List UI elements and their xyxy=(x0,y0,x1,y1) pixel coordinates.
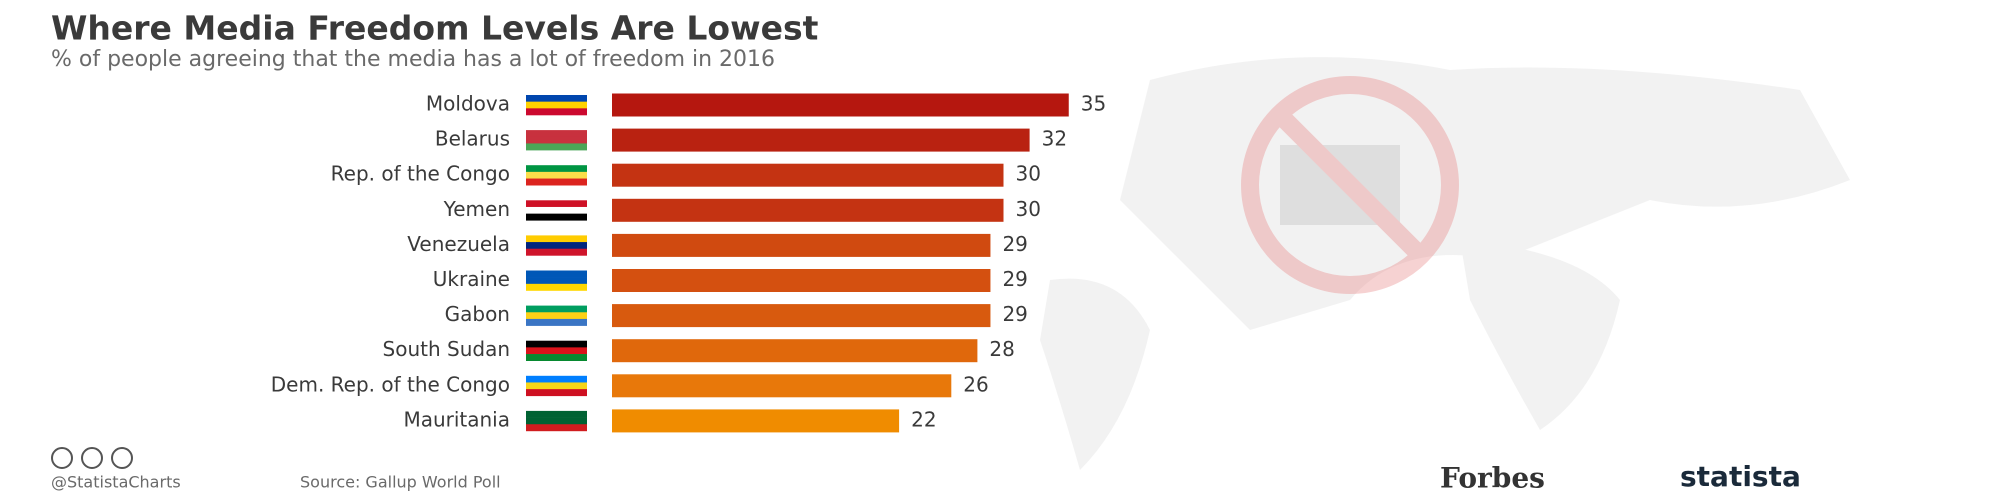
bar xyxy=(612,233,991,257)
category-label: Rep. of the Congo xyxy=(331,162,510,186)
value-label: 22 xyxy=(911,407,936,431)
flag xyxy=(526,213,587,221)
category-label: Yemen xyxy=(443,197,510,221)
flag xyxy=(526,200,587,208)
bar xyxy=(612,409,900,433)
flag xyxy=(526,417,587,425)
flag xyxy=(526,347,587,355)
value-label: 28 xyxy=(989,337,1014,361)
chart-subtitle: % of people agreeing that the media has … xyxy=(51,47,775,72)
flag xyxy=(526,283,587,291)
statista-logo: statista xyxy=(1680,460,1801,493)
flag xyxy=(526,305,587,313)
credit: @StatistaCharts xyxy=(51,473,181,492)
value-label: 32 xyxy=(1042,127,1067,151)
bar xyxy=(612,163,1004,187)
value-label: 29 xyxy=(1002,232,1027,256)
bar xyxy=(612,198,1004,222)
no-media-icon xyxy=(1241,76,1459,294)
bar xyxy=(612,304,991,328)
flag xyxy=(526,375,587,383)
category-label: Venezuela xyxy=(407,232,510,256)
bar xyxy=(612,128,1030,152)
flag xyxy=(526,143,587,151)
flag xyxy=(526,277,587,285)
value-label: 30 xyxy=(1016,162,1041,186)
source: Source: Gallup World Poll xyxy=(300,473,501,492)
flag xyxy=(526,235,587,243)
flag xyxy=(526,242,587,250)
bar xyxy=(612,374,952,398)
category-label: Gabon xyxy=(445,302,510,326)
flag xyxy=(526,130,587,138)
flag xyxy=(526,136,587,144)
flag xyxy=(526,340,587,348)
flag xyxy=(526,312,587,320)
category-label: Moldova xyxy=(426,92,510,116)
flag xyxy=(526,318,587,326)
bar xyxy=(612,339,978,363)
forbes-logo: Forbes xyxy=(1440,462,1545,495)
background-map xyxy=(1040,57,1850,470)
value-label: 30 xyxy=(1016,197,1041,221)
flag xyxy=(526,108,587,116)
flag xyxy=(526,424,587,432)
value-label: 29 xyxy=(1002,267,1027,291)
flag xyxy=(526,178,587,186)
value-label: 26 xyxy=(963,372,988,396)
category-label: Dem. Rep. of the Congo xyxy=(271,372,510,396)
flag xyxy=(526,270,587,278)
bar xyxy=(612,269,991,292)
flag xyxy=(526,165,587,173)
bar xyxy=(612,93,1069,117)
category-label: South Sudan xyxy=(383,337,510,361)
flag xyxy=(526,248,587,256)
cc-icons xyxy=(51,447,133,469)
flag xyxy=(526,410,587,418)
flag xyxy=(526,354,587,361)
category-label: Mauritania xyxy=(403,407,510,431)
value-label: 35 xyxy=(1081,92,1106,116)
flag xyxy=(526,389,587,397)
chart-title: Where Media Freedom Levels Are Lowest xyxy=(51,9,819,48)
flag xyxy=(526,101,587,109)
flag xyxy=(526,95,587,102)
flag xyxy=(526,382,587,390)
flag xyxy=(526,206,587,214)
flag xyxy=(526,171,587,179)
category-label: Belarus xyxy=(435,127,510,151)
value-label: 29 xyxy=(1002,302,1027,326)
category-label: Ukraine xyxy=(433,267,510,291)
